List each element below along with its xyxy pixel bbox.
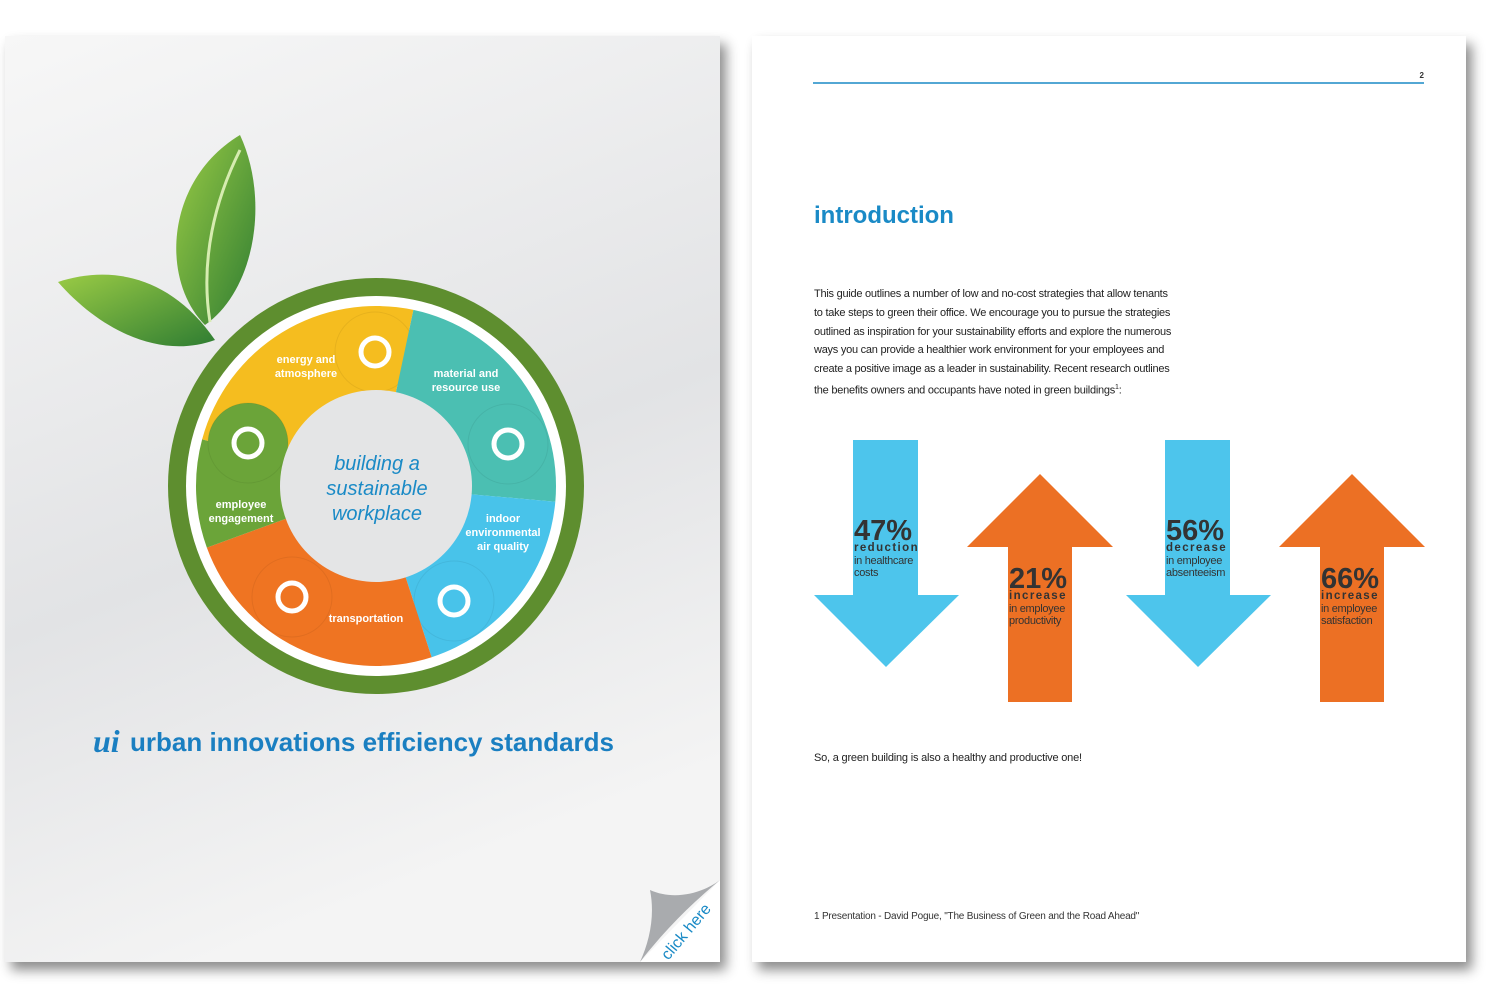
leaf <box>58 274 215 347</box>
footnote-ref: 1 <box>1115 383 1119 391</box>
arrow-head <box>1126 595 1271 667</box>
stat-word: reduction <box>854 542 919 554</box>
segment-icon <box>231 426 265 460</box>
segment-icon-bg <box>251 556 333 638</box>
segment-label: atmosphere <box>275 368 337 380</box>
stat-detail: in healthcare <box>854 555 913 567</box>
arrow-head <box>814 595 959 667</box>
arrow-shaft <box>1008 547 1072 702</box>
cover-title: urban innovations efficiency standards <box>130 727 614 757</box>
stat-detail: productivity <box>1009 615 1062 627</box>
stat-value: 66% <box>1321 563 1379 595</box>
arrow-head <box>1279 474 1425 547</box>
leaf <box>176 135 256 325</box>
stat-detail: in employee <box>1009 603 1065 615</box>
wheel-center-text: sustainable <box>326 478 427 500</box>
paragraph-end: : <box>1118 384 1122 397</box>
segment-icon <box>358 335 392 369</box>
stat-detail: in employee <box>1166 555 1222 567</box>
page-curl[interactable] <box>640 880 720 962</box>
wheel: energy and atmosphere material and resource… <box>196 306 556 666</box>
logo: ui <box>93 723 120 759</box>
segment-label: transportation <box>329 613 404 625</box>
wheel-center-text: workplace <box>332 503 422 525</box>
segment-label: environmental <box>465 527 540 539</box>
segment-icon-bg <box>467 403 549 485</box>
footnote: 1 Presentation - David Pogue, "The Busin… <box>814 911 1140 922</box>
intro-paragraph: This guide outlines a number of low and … <box>814 285 1176 400</box>
segment-label: employee <box>216 499 267 511</box>
segment-label: indoor <box>486 513 521 525</box>
stat-word: decrease <box>1166 542 1227 554</box>
segment-label: energy and <box>277 354 336 366</box>
heading: introduction <box>814 202 954 229</box>
segment-label: material and <box>434 368 499 380</box>
arrow-shaft <box>1165 440 1230 596</box>
stat-value: 21% <box>1009 563 1067 595</box>
texts: 2 introduction So, a green building is a… <box>93 71 1425 963</box>
page-number: 2 <box>1420 71 1425 80</box>
segment-icon <box>437 584 471 618</box>
stat-word: increase <box>1321 590 1379 602</box>
stat-detail: costs <box>854 567 879 579</box>
page-corner[interactable] <box>640 880 720 962</box>
arrow-shaft <box>853 440 918 596</box>
wheel-center <box>280 390 472 582</box>
segment-label: resource use <box>432 382 500 394</box>
arrow-head <box>967 474 1113 547</box>
arrow-shaft <box>1320 547 1384 702</box>
stat-word: increase <box>1009 590 1067 602</box>
leaf-vein <box>205 149 242 323</box>
segment-label: engagement <box>209 513 274 525</box>
segment-icon-bg <box>207 402 289 484</box>
stat-detail: absenteeism <box>1166 567 1225 579</box>
stat-arrows <box>814 440 1425 702</box>
segment-icon <box>275 580 309 614</box>
paragraph-text: This guide outlines a number of low and … <box>814 288 1172 397</box>
segment-icon <box>491 427 525 461</box>
segment-icon-bg <box>413 560 495 642</box>
closing: So, a green building is also a healthy a… <box>814 752 1082 764</box>
stat-value: 47% <box>854 515 912 547</box>
segment-label: air quality <box>477 541 530 553</box>
wheel-center-text: building a <box>334 453 420 475</box>
stat-detail: in employee <box>1321 603 1377 615</box>
stat-detail: satisfaction <box>1321 615 1373 627</box>
stat-value: 56% <box>1166 515 1224 547</box>
